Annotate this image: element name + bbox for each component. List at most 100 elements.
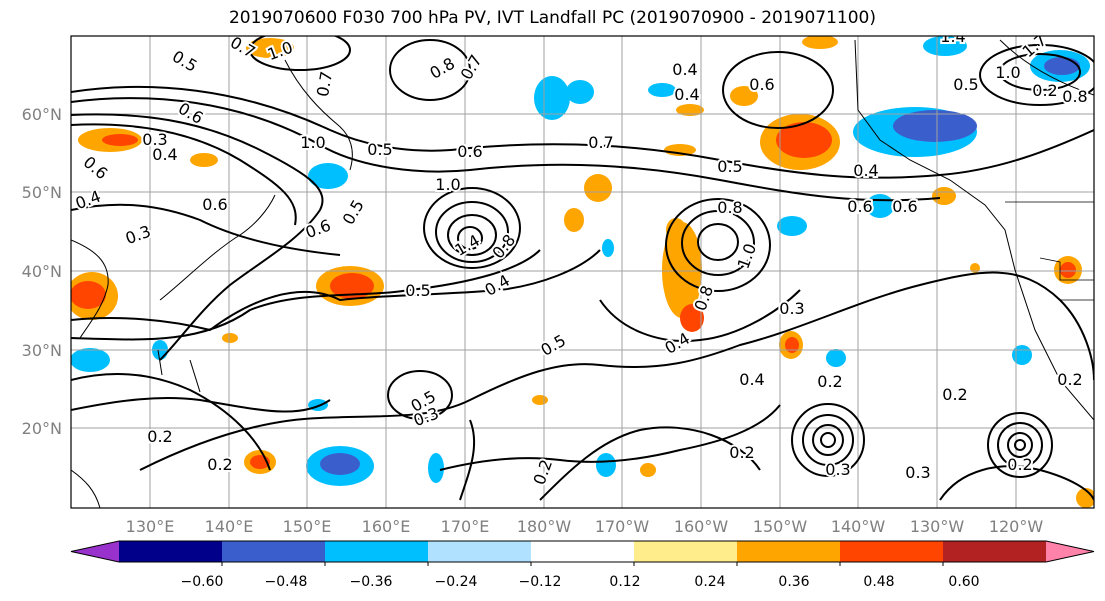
colorbar-segment [325,541,429,562]
lon-label: 160°W [674,517,729,536]
lon-label: 150°W [753,517,808,536]
colorbar-segment [119,541,223,562]
contour-label: 0.5 [953,75,978,94]
plot-title: 2019070600 F030 700 hPa PV, IVT Landfall… [228,8,876,28]
contour-label: 0.5 [367,140,392,159]
pv-contour-rings [249,36,1094,478]
political-borders [1005,201,1094,301]
contour-label: 0.4 [739,370,764,389]
contour-label: 0.2 [147,427,172,446]
contour-label: 0.6 [847,197,872,216]
contour-label: 0.6 [457,142,482,161]
contour-label: 1.4 [940,27,965,46]
colorbar-segment [1046,541,1094,562]
colorbar-segment [428,541,532,562]
contour-label: 0.2 [817,372,842,391]
contour-label: 0.2 [1032,81,1057,100]
negative-anomaly-patch [308,163,348,189]
negative-anomaly-patch [648,83,676,97]
contour-label: 0.8 [717,198,742,217]
contour-label: 0.5 [405,281,430,300]
negative-anomaly-patch [1012,345,1032,365]
colorbar-tick-label: −0.24 [435,574,478,590]
positive-anomaly-patch [662,222,702,318]
positive-anomaly-patch [1060,262,1076,278]
colorbar-segment [737,541,841,562]
colorbar-tick-label: 0.48 [863,574,894,590]
lon-label: 120°W [989,517,1044,536]
contour-label: 0.2 [729,443,754,462]
lon-label: 140°W [831,517,886,536]
lat-label: 50°N [22,183,62,202]
lat-label: 20°N [22,419,62,438]
negative-anomaly-patch [826,349,846,367]
positive-anomaly-patch [640,463,656,477]
positive-anomaly-patch [776,122,832,158]
negative-anomaly-patch [534,76,570,120]
contour-label: 0.2 [1057,370,1082,389]
lon-label: 150°E [283,517,332,536]
contour-label: 0.3 [905,463,930,482]
contour-label: 0.7 [588,133,613,152]
positive-anomaly-patch [785,337,799,353]
contour-label: 0.5 [717,157,742,176]
positive-anomaly-patch [246,38,294,58]
contour-label: 0.2 [1007,455,1032,474]
colorbar-tick-label: −0.60 [181,574,224,590]
positive-anomaly-patch [71,281,106,309]
lon-label: 160°E [362,517,411,536]
negative-anomaly-patch [777,216,807,236]
positive-anomaly-patch [190,153,218,167]
positive-anomaly-patch [680,304,704,332]
lat-label: 60°N [22,105,62,124]
colorbar-tick-label: −0.36 [350,574,393,590]
lon-label: 180°W [517,517,572,536]
map-frame [70,35,1095,509]
positive-anomaly-patch [564,208,584,232]
positive-anomaly-patch [932,187,956,205]
contour-label: 0.4 [674,85,699,104]
negative-anomaly-patch [71,348,110,372]
graticule [71,36,1094,508]
pv-contours [71,85,1094,501]
contour-label: 0.3 [825,460,850,479]
colorbar-tick-label: −0.12 [519,574,562,590]
lon-label: 170°E [441,517,490,536]
colorbar-segment [71,541,119,562]
contour-label: 0.8 [1062,87,1087,106]
positive-anomaly-patch [676,104,704,116]
colorbar-tick-label: 0.60 [948,574,979,590]
negative-anomaly-patch [596,453,616,477]
contour-label: 0.4 [672,60,697,79]
contour-label: 0.4 [152,145,177,164]
contour-label: 0.2 [942,385,967,404]
negative-anomaly-patch [602,239,614,257]
colorbar-segment [840,541,944,562]
colorbar-segment [222,541,326,562]
contour-label: 0.3 [779,299,804,318]
contour-label: 0.6 [892,197,917,216]
coastlines [71,39,1094,508]
colorbar-tick-labels: −0.60 −0.48 −0.36 −0.24 −0.12 0.12 0.24 … [181,574,980,590]
contour-label: 0.4 [853,161,878,180]
negative-anomaly-patch [923,36,967,56]
positive-anomaly-patch [802,36,838,49]
negative-anomaly-patch [320,453,360,475]
lon-label: 130°E [126,517,175,536]
contour-label: 1.0 [435,175,460,194]
colorbar-tick-label: 0.12 [609,574,640,590]
colorbar-segment [943,541,1047,562]
positive-anomaly-patch [330,273,374,299]
negative-anomaly-patch [566,80,594,104]
negative-anomaly-patch [893,110,977,142]
colorbar [70,540,1095,566]
contour-label: 0.2 [207,455,232,474]
contour-label: 1.0 [300,133,325,152]
colorbar-segment [531,541,635,562]
positive-anomaly-patch [532,395,548,405]
lon-label: 140°E [205,517,254,536]
positive-anomaly-patch [102,134,138,146]
colorbar-outline [70,540,1095,563]
positive-anomaly-patch [584,174,612,202]
